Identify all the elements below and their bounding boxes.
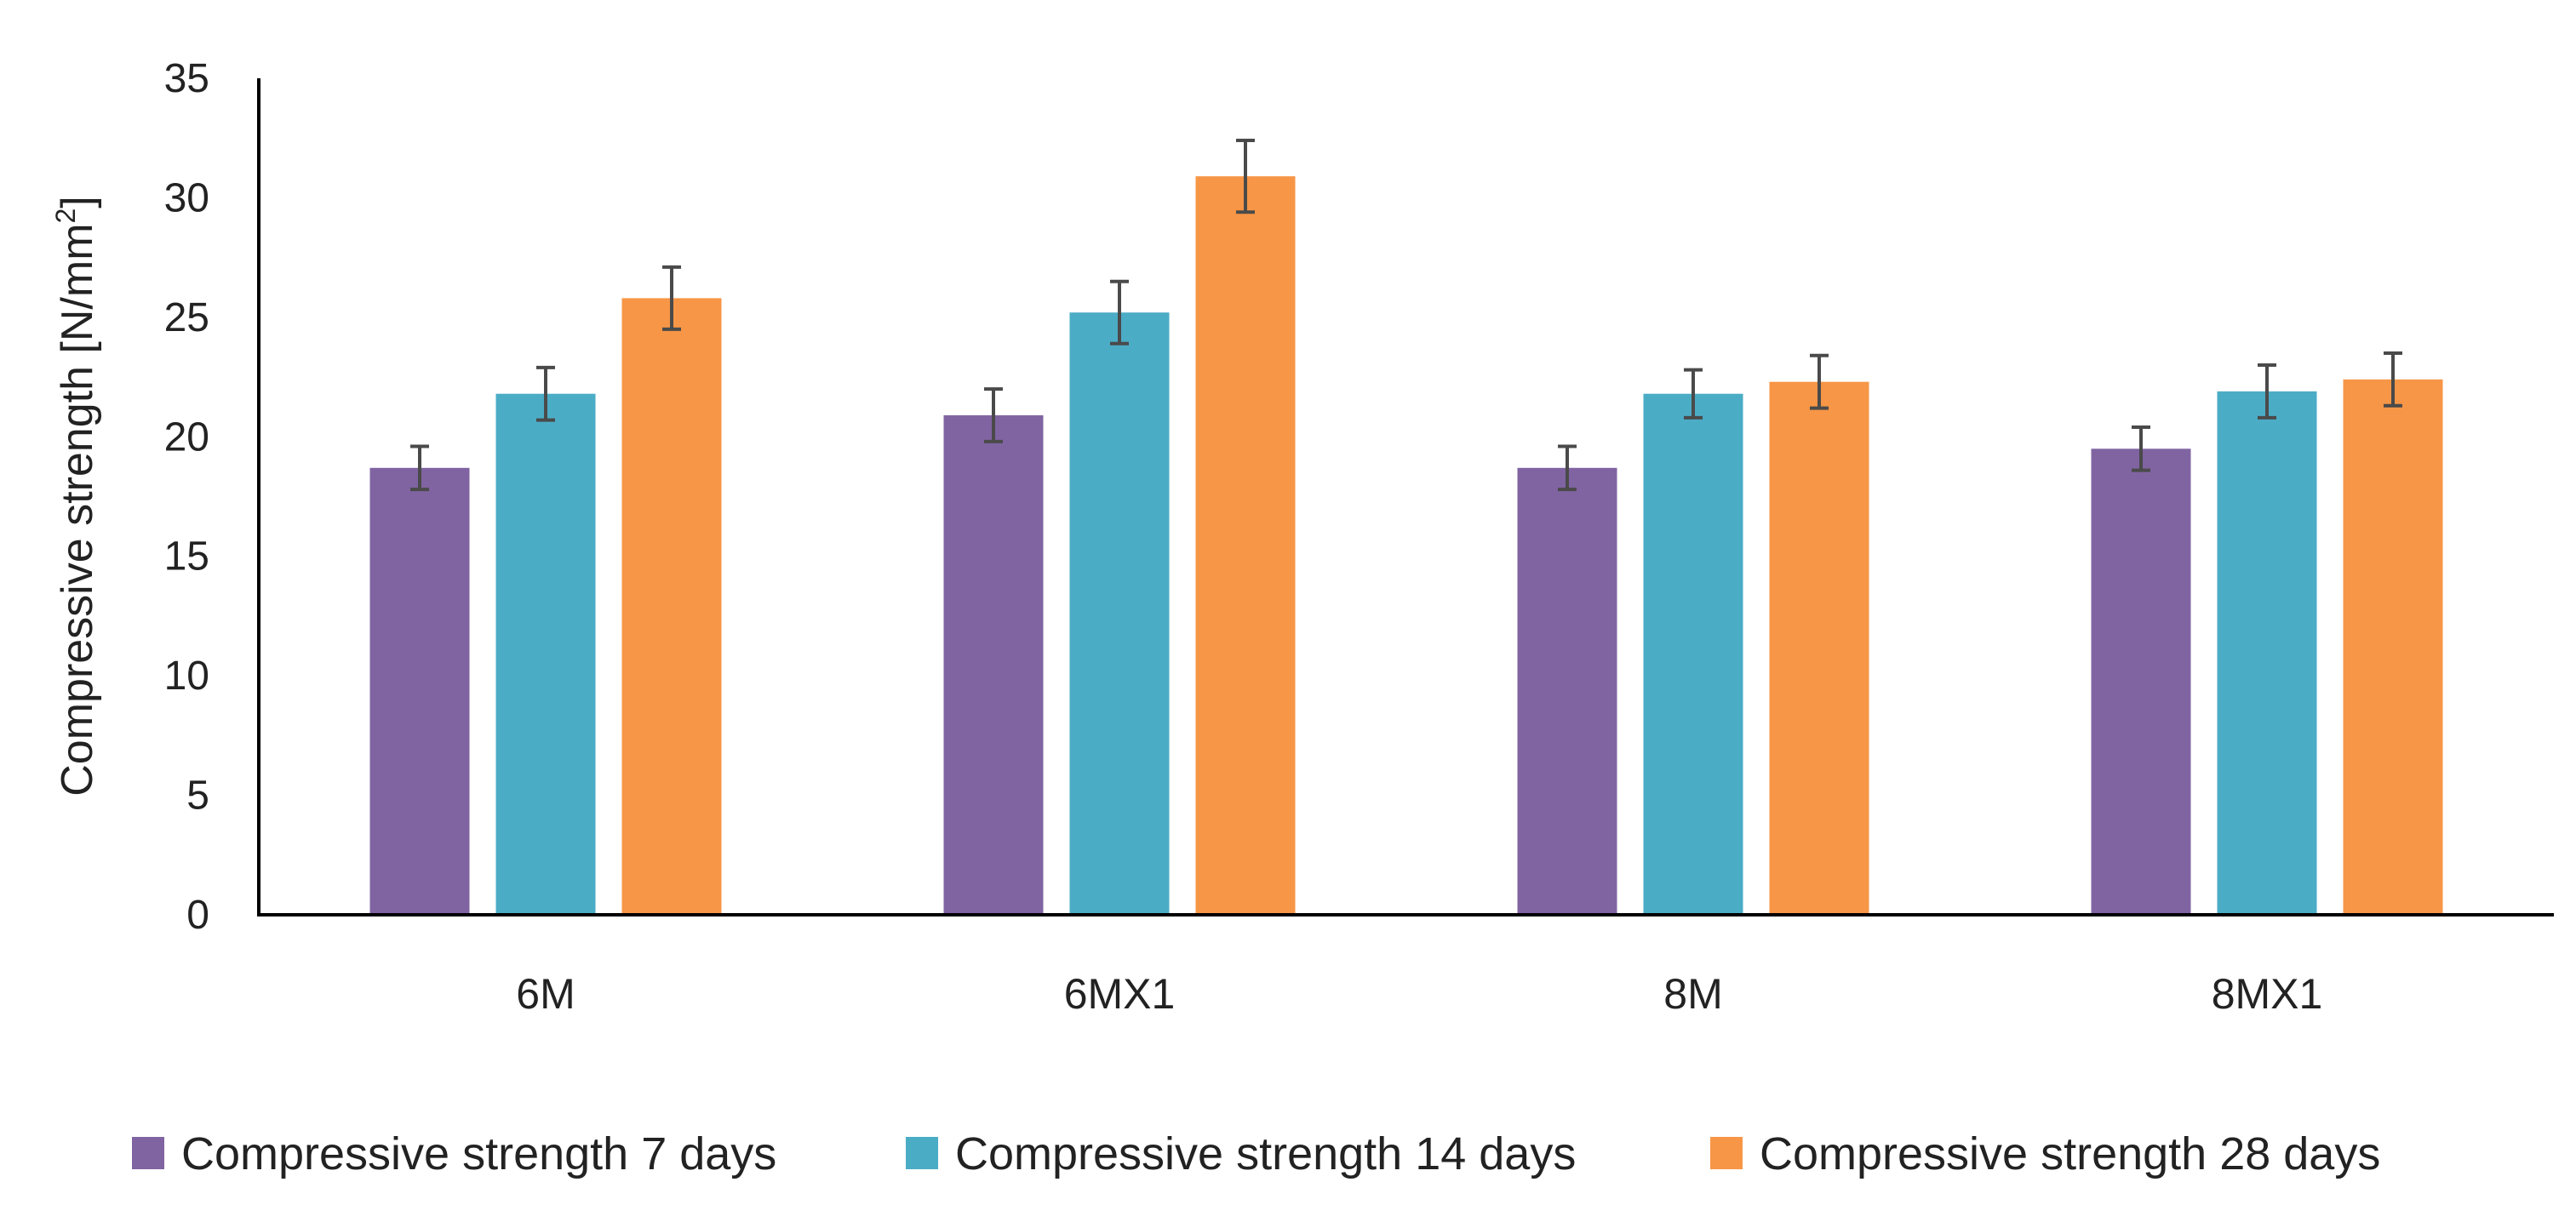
y-axis-title-tail: ] (53, 196, 102, 208)
bar-8mx1-series-2 (2217, 391, 2317, 915)
y-tick-label: 10 (164, 654, 209, 699)
y-axis-title-main: Compressive strength [N/mm (53, 223, 102, 796)
legend-label-series-3: Compressive strength 28 days (1760, 1128, 2380, 1179)
error-bar-6m-series-1 (410, 444, 429, 492)
legend: Compressive strength 7 days Compressive s… (132, 1128, 2380, 1179)
y-tick-label: 0 (186, 893, 209, 938)
y-tick-label: 30 (164, 175, 209, 220)
error-bar-6mx1-series-2 (1110, 279, 1129, 345)
bars-layer (369, 176, 2443, 916)
y-axis-title-superscript: 2 (50, 208, 81, 224)
bar-8mx1-series-1 (2091, 448, 2191, 915)
error-bar-8mx1-series-1 (2132, 425, 2150, 472)
x-category-label: 8M (1663, 970, 1722, 1018)
x-category-label: 6M (516, 970, 575, 1018)
y-tick-label: 15 (164, 534, 209, 580)
error-bar-6mx1-series-3 (1236, 139, 1255, 214)
error-bars-layer (410, 139, 2402, 492)
bar-6m-series-1 (369, 467, 470, 915)
y-axis-ticks: 0 5 10 15 20 25 30 35 (164, 56, 209, 938)
bar-6mx1-series-3 (1195, 176, 1296, 915)
bar-8mx1-series-3 (2343, 379, 2443, 915)
x-axis-category-labels: 6M 6MX1 8M 8MX1 (516, 970, 2322, 1018)
y-tick-label: 20 (164, 414, 209, 460)
error-bar-6m-series-2 (536, 365, 555, 422)
bar-8m-series-3 (1769, 381, 1869, 915)
y-tick-label: 25 (164, 295, 209, 340)
legend-swatch-series-3 (1710, 1137, 1743, 1169)
error-bar-6m-series-3 (662, 265, 681, 331)
x-category-label: 8MX1 (2212, 970, 2323, 1018)
legend-swatch-series-1 (132, 1137, 164, 1169)
bar-6m-series-2 (495, 393, 596, 915)
error-bar-8mx1-series-3 (2384, 351, 2402, 408)
error-bar-8m-series-3 (1810, 353, 1829, 410)
bar-6m-series-3 (621, 298, 722, 916)
error-bar-8mx1-series-2 (2258, 363, 2276, 420)
bar-6mx1-series-2 (1069, 312, 1170, 915)
error-bar-6mx1-series-1 (984, 387, 1003, 443)
x-category-label: 6MX1 (1064, 970, 1176, 1018)
legend-swatch-series-2 (906, 1137, 938, 1169)
y-axis-title: Compressive strength [N/mm2] (50, 196, 102, 797)
bar-6mx1-series-1 (943, 415, 1044, 916)
error-bar-8m-series-2 (1684, 368, 1703, 420)
error-bar-8m-series-1 (1558, 444, 1577, 492)
bar-8m-series-1 (1517, 467, 1617, 915)
bar-8m-series-2 (1643, 393, 1743, 915)
y-tick-label: 35 (164, 56, 209, 101)
legend-label-series-2: Compressive strength 14 days (955, 1128, 1576, 1179)
y-tick-label: 5 (186, 774, 209, 819)
legend-label-series-1: Compressive strength 7 days (181, 1128, 776, 1179)
